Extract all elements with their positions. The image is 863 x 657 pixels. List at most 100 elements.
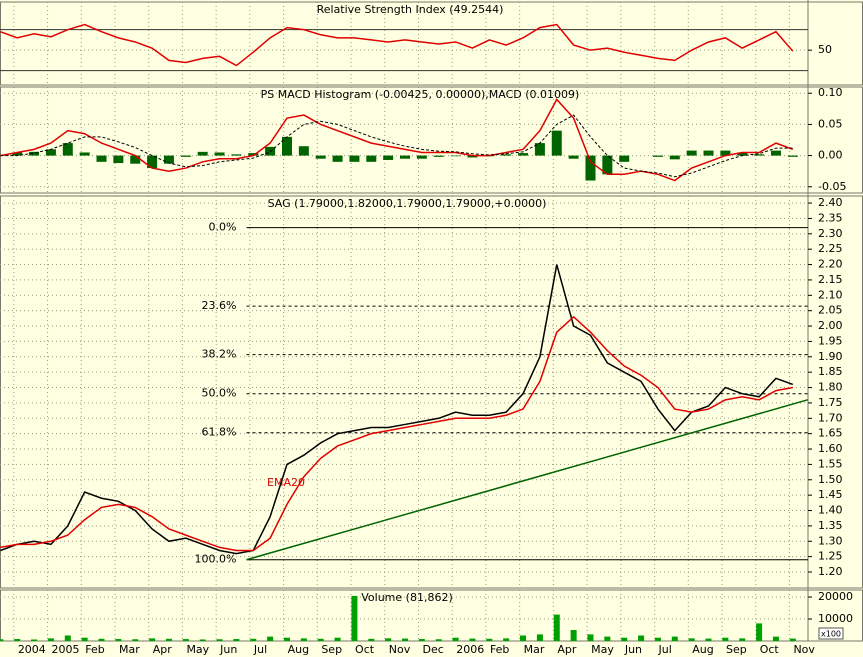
x-tick-label: Nov bbox=[793, 643, 815, 656]
x-tick-label: Feb bbox=[490, 643, 509, 656]
series-line bbox=[0, 315, 793, 552]
volume-bar bbox=[435, 639, 442, 641]
histogram-bar bbox=[518, 153, 529, 156]
volume-bar bbox=[638, 635, 645, 641]
volume-bar bbox=[267, 636, 274, 641]
x-tick-label: Jul bbox=[658, 643, 672, 656]
histogram-bar bbox=[147, 155, 158, 169]
histogram-bar bbox=[669, 155, 680, 160]
histogram-bar bbox=[787, 155, 798, 157]
y-tick-label: 1.25 bbox=[818, 550, 843, 563]
histogram-bar bbox=[619, 155, 630, 162]
unit-label: x100 bbox=[821, 630, 841, 639]
histogram-bar bbox=[770, 150, 781, 156]
histogram-bar bbox=[585, 155, 596, 181]
y-tick-label: 1.75 bbox=[818, 396, 843, 409]
volume-bar bbox=[418, 639, 425, 641]
series-line bbox=[0, 23, 794, 67]
x-tick-label: Jun bbox=[624, 643, 642, 656]
x-tick-label: May bbox=[591, 643, 614, 656]
histogram-bar bbox=[12, 152, 23, 156]
y-tick-label: 2.25 bbox=[818, 242, 843, 255]
volume-bar bbox=[64, 635, 71, 641]
fib-label: 50.0% bbox=[202, 387, 237, 400]
panel-frame bbox=[0, 86, 863, 194]
y-tick-label: 50 bbox=[818, 43, 832, 56]
volume-bar bbox=[317, 638, 324, 641]
histogram-bar bbox=[534, 143, 545, 156]
histogram-bar bbox=[568, 155, 579, 159]
x-tick-label: Mar bbox=[119, 643, 140, 656]
y-tick-label: 1.70 bbox=[818, 411, 843, 424]
y-tick-label: 2.10 bbox=[818, 288, 843, 301]
histogram-bar bbox=[737, 152, 748, 156]
histogram-bar bbox=[349, 155, 360, 162]
y-tick-label: 20000 bbox=[818, 590, 853, 603]
histogram-bar bbox=[248, 153, 259, 156]
y-tick-label: 2.15 bbox=[818, 273, 843, 286]
volume-bar bbox=[756, 623, 763, 641]
x-tick-label: Dec bbox=[423, 643, 444, 656]
volume-bar bbox=[233, 639, 240, 641]
volume-bar bbox=[789, 638, 796, 641]
x-tick-label: Jul bbox=[253, 643, 267, 656]
y-tick-label: 1.65 bbox=[818, 427, 843, 440]
volume-bar bbox=[570, 630, 577, 641]
y-tick-label: 1.35 bbox=[818, 519, 843, 532]
volume-bar bbox=[351, 595, 358, 641]
y-tick-label: 0.05 bbox=[818, 117, 843, 130]
series-line bbox=[0, 264, 794, 555]
x-tick-label: Mar bbox=[524, 643, 545, 656]
volume-bar bbox=[81, 637, 88, 641]
y-tick-label: 1.60 bbox=[818, 442, 843, 455]
y-tick-label: 2.30 bbox=[818, 227, 843, 240]
y-tick-label: 1.90 bbox=[818, 350, 843, 363]
volume-bar bbox=[165, 638, 172, 641]
x-tick-label: 2006 bbox=[456, 643, 484, 656]
x-tick-label: Apr bbox=[557, 643, 577, 656]
histogram-bar bbox=[366, 155, 377, 162]
volume-bar bbox=[300, 638, 307, 641]
volume-bar bbox=[621, 637, 628, 641]
histogram-bar bbox=[79, 152, 90, 156]
volume-bar bbox=[216, 639, 223, 641]
fib-label: 100.0% bbox=[195, 553, 237, 566]
panel-title: SAG (1.79000,1.82000,1.79000,1.79000,+0.… bbox=[268, 197, 547, 210]
y-tick-label: 2.00 bbox=[818, 319, 843, 332]
series-line bbox=[0, 114, 793, 178]
volume-bar bbox=[486, 638, 493, 641]
histogram-bar bbox=[703, 150, 714, 156]
y-tick-label: 1.40 bbox=[818, 504, 843, 517]
panel-title: Volume (81,862) bbox=[361, 591, 452, 604]
histogram-bar bbox=[113, 155, 124, 164]
histogram-bar bbox=[29, 151, 40, 156]
histogram-bar bbox=[281, 136, 292, 156]
histogram-bar bbox=[400, 155, 411, 159]
y-tick-label: 2.35 bbox=[818, 211, 843, 224]
volume-bar bbox=[722, 637, 729, 641]
volume-bar bbox=[182, 639, 189, 641]
x-tick-label: Sep bbox=[726, 643, 747, 656]
panel-title: Relative Strength Index (49.2544) bbox=[317, 3, 504, 16]
histogram-bar bbox=[450, 155, 461, 157]
x-tick-label: Aug bbox=[692, 643, 713, 656]
y-tick-label: 10000 bbox=[818, 612, 853, 625]
histogram-bar bbox=[163, 155, 174, 164]
y-tick-label: 0.10 bbox=[818, 86, 843, 99]
annotation: EMA20 bbox=[267, 476, 305, 489]
x-tick-label: Aug bbox=[288, 643, 309, 656]
histogram-bar bbox=[214, 152, 225, 156]
series-line bbox=[246, 399, 808, 561]
volume-bar bbox=[536, 634, 543, 641]
fib-label: 23.6% bbox=[202, 299, 237, 312]
panel-frame bbox=[0, 195, 863, 589]
histogram-bar bbox=[467, 155, 478, 158]
histogram-bar bbox=[686, 150, 697, 156]
y-tick-label: 0.00 bbox=[818, 149, 843, 162]
volume-bar bbox=[452, 637, 459, 641]
y-tick-label: 1.20 bbox=[818, 565, 843, 578]
volume-bar bbox=[772, 636, 779, 641]
unit-box bbox=[818, 627, 844, 640]
y-tick-label: -0.05 bbox=[818, 180, 846, 193]
